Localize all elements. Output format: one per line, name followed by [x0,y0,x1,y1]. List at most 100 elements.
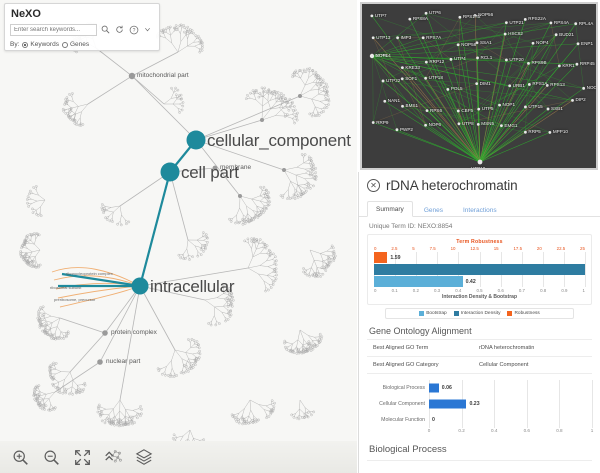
gene-label[interactable]: UTP5 [481,106,494,112]
gene-label[interactable]: ENP1 [581,40,594,46]
gene-label[interactable]: RRP5 [528,129,541,135]
go-label-cellular-component: Cellular Component [379,401,425,407]
gene-label[interactable]: BUD21 [559,31,574,37]
tab-interactions[interactable]: Interactions [462,207,497,214]
gene-label[interactable]: RPL4A [578,20,594,26]
tab-genes[interactable]: Genes [423,207,443,214]
gene-label[interactable]: RPS22A [528,16,546,22]
gene-label-hub[interactable]: UTP10 [471,166,486,170]
gene-label[interactable]: POL5 [450,86,463,92]
term-detail-panel[interactable]: ✕ rDNA heterochromatin Summary Genes Int… [358,172,600,473]
gene-label[interactable]: SSB1 [551,105,563,111]
chevron-down-icon[interactable] [142,23,154,36]
gene-label[interactable]: CBF5 [461,107,474,113]
gene-label[interactable]: NOP56 [478,12,494,18]
close-icon[interactable]: ✕ [367,179,380,192]
gene-label[interactable]: DIM1 [479,80,491,86]
search-icon[interactable] [99,23,111,36]
robustness-chart: Term Robustness 0 2.5 5 7.5 10 12.5 15 17.5 20 22… [367,234,592,305]
gene-label[interactable]: UTP9 [375,53,387,58]
gene-label[interactable]: RPS7A [426,34,442,40]
search-input[interactable] [10,23,98,36]
gene-label[interactable]: NOP14 [375,53,391,58]
gene-label[interactable]: RPS9B [531,60,547,66]
hierarchy-toolbar[interactable] [0,441,357,473]
gene-label[interactable]: SSA1 [479,39,492,45]
gene-label[interactable]: NOP6 [428,122,442,128]
gene-label[interactable]: KRE33 [405,64,420,70]
gene-label[interactable]: RRP45 [579,61,595,67]
gene-label[interactable]: RPS17B [462,14,481,20]
robustness-top-axis: 0 2.5 5 7.5 10 12.5 15 17.5 20 22.5 25 [374,246,585,251]
gene-label[interactable]: UTP21 [509,19,524,25]
gene-interaction-network[interactable]: UTP9 UTP7 RPS8A UTP6 RPS17B NOP56 UTP21 RPS22A R… [360,2,598,170]
go-bar-biological-process[interactable] [429,383,439,393]
hierarchy-view[interactable]: cellular_component cell part intracellul… [0,0,357,473]
gene-label[interactable]: RPS1A [532,81,548,87]
tab-summary[interactable]: Summary [367,201,413,217]
radio-genes-dot[interactable] [61,41,68,48]
gene-label[interactable]: RPS6 [430,107,443,113]
search-row[interactable]: ? [10,23,154,36]
legend-robustness-swatch [507,311,513,316]
layers-button[interactable] [134,447,154,467]
zoom-out-button[interactable] [41,447,61,467]
gene-label[interactable]: RCL1 [480,54,493,60]
gene-label[interactable]: NOP4 [536,40,549,46]
go-bar-cellular-component[interactable] [429,399,467,409]
help-icon[interactable]: ? [128,23,140,36]
radio-genes[interactable]: Genes [61,41,89,48]
fit-to-screen-button[interactable] [72,447,92,467]
gene-label[interactable]: PWP2 [399,126,413,132]
gene-label[interactable]: NOC4 [586,85,597,91]
gene-label[interactable]: UTP13 [376,34,391,40]
gene-label[interactable]: URB1 [512,82,525,88]
gene-label[interactable]: RPS4A [553,19,569,25]
gene-label[interactable]: RRP12 [429,59,445,65]
go-row-cellular-component: Cellular Component 0.23 [367,396,592,412]
detail-tabs[interactable]: Summary Genes Interactions [359,200,600,217]
go-row-molecular-function: Molecular Function 0 [367,412,592,428]
search-by-row[interactable]: By: Keywords Genes [10,41,154,48]
gene-label[interactable]: HSC82 [508,31,523,37]
gene-label[interactable]: MSN5 [481,121,495,127]
gene-label[interactable]: UTP20 [509,56,524,62]
gene-label[interactable]: UTP22 [386,77,401,83]
gene-label[interactable]: RRP9 [376,119,389,125]
legend-robustness-label: Robustness [514,311,540,316]
gene-label[interactable]: UTP4 [453,56,466,62]
zoom-in-button[interactable] [10,447,30,467]
gene-label[interactable]: DIP2 [575,97,586,103]
reset-icon[interactable] [114,23,126,36]
radio-keywords-dot[interactable] [22,41,29,48]
hierarchy-graph[interactable] [0,0,357,473]
gene-label[interactable]: UTP18 [428,75,443,81]
gene-label[interactable]: RPS13 [550,82,565,88]
radio-keywords[interactable]: Keywords [22,41,59,48]
gene-label[interactable]: SOF1 [405,75,418,81]
gene-label[interactable]: MPP10 [552,129,568,135]
gene-label[interactable]: EMG1 [504,122,518,128]
robustness-bottom-caption: Interaction Density & Bootstrap [441,294,517,300]
gene-label[interactable]: UTP6 [429,10,441,16]
gene-label[interactable]: UTP7 [374,12,387,18]
gene-label[interactable]: NOP58 [461,41,477,47]
go-label-biological-process: Biological Process [382,385,425,391]
collapse-all-button[interactable] [103,447,123,467]
gene-label[interactable]: NAN1 [387,98,401,104]
bar-robustness[interactable] [374,252,388,263]
gene-label[interactable]: KRR1 [562,62,575,68]
bar-bootstrap[interactable] [374,276,463,287]
gene-network-graph[interactable] [362,4,598,170]
gene-label[interactable]: RPS8A [412,16,428,22]
best-aligned-go-term-key: Best Aligned GO Term [373,345,429,351]
gene-label[interactable]: BMS1 [405,103,419,109]
gene-label[interactable]: NOP1 [502,102,516,108]
gene-label[interactable]: UTP15 [528,103,543,109]
search-panel[interactable]: NeXO ? By: Keywords Genes [4,3,160,51]
legend-interaction-density: Interaction Density [453,311,500,316]
legend-robustness: Robustness [507,311,540,316]
gene-label[interactable]: IMP3 [400,34,412,40]
bar-interaction-density[interactable] [374,264,585,275]
gene-label[interactable]: UTP8 [461,120,474,126]
